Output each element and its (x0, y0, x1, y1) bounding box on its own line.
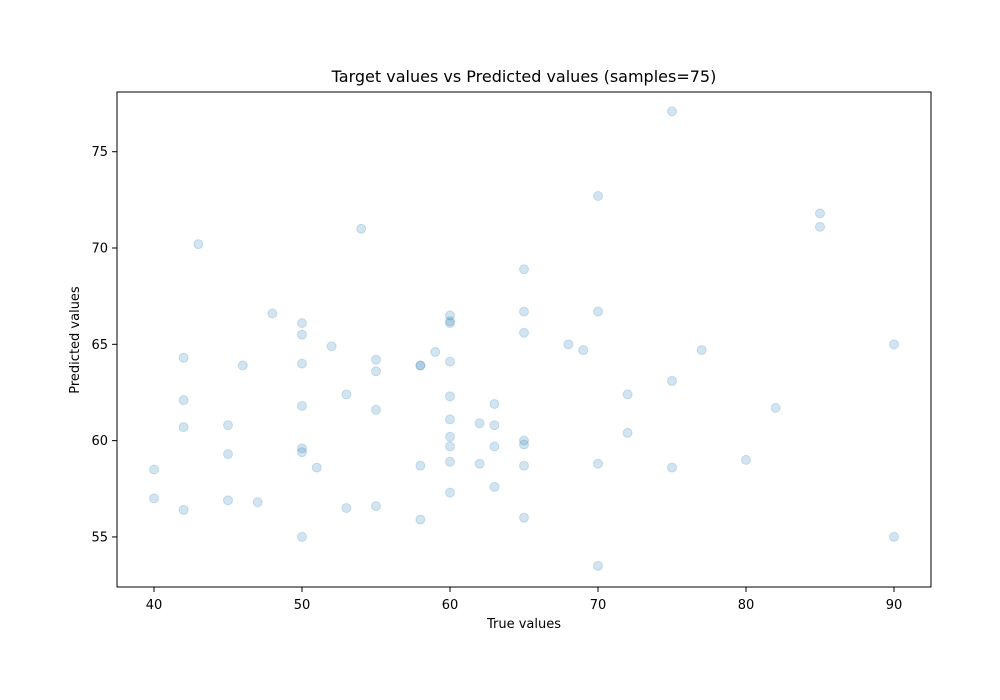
data-point (696, 345, 707, 356)
data-point (297, 400, 307, 411)
data-point (297, 531, 307, 542)
y-tick-label: 55 (91, 530, 108, 545)
data-point (445, 487, 455, 498)
y-tick-label: 60 (91, 434, 108, 449)
data-point (445, 318, 455, 329)
data-point (667, 106, 677, 117)
data-point (445, 441, 455, 452)
data-point (519, 306, 529, 317)
data-point (578, 345, 589, 356)
data-point (297, 318, 307, 329)
data-point (519, 460, 529, 471)
data-point (341, 389, 352, 400)
data-point (178, 504, 189, 515)
data-point (593, 191, 603, 202)
x-tick-label: 80 (738, 598, 755, 613)
data-point (593, 306, 603, 317)
data-point (356, 223, 367, 234)
data-point (489, 441, 500, 452)
data-point (489, 420, 500, 431)
data-point (741, 454, 751, 465)
data-point (297, 358, 307, 369)
data-point (415, 360, 426, 371)
data-point (622, 389, 633, 400)
data-point (667, 462, 677, 473)
data-point (445, 391, 455, 402)
data-point (489, 399, 500, 410)
data-point (770, 402, 781, 413)
data-point (667, 375, 677, 386)
data-point (889, 339, 899, 350)
data-point (519, 512, 529, 523)
data-point (815, 208, 825, 219)
data-point (223, 420, 233, 431)
data-point (193, 239, 204, 250)
data-point (297, 443, 307, 454)
data-point (474, 458, 485, 469)
x-axis: 40 50 60 70 80 90 (146, 587, 903, 613)
x-tick-label: 90 (886, 598, 903, 613)
data-point (430, 347, 441, 358)
y-axis: 55 60 65 70 75 (91, 145, 117, 545)
data-point (563, 339, 574, 350)
y-tick-label: 70 (91, 242, 108, 257)
data-point (371, 366, 381, 377)
data-point (445, 356, 455, 367)
x-tick-label: 70 (590, 598, 607, 613)
data-point (519, 439, 529, 450)
data-point (622, 427, 633, 438)
data-point (815, 221, 825, 232)
y-tick-label: 75 (91, 145, 108, 160)
data-point (341, 503, 352, 514)
data-point (415, 460, 426, 471)
data-point (223, 495, 233, 506)
chart-title: Target values vs Predicted values (sampl… (331, 67, 717, 86)
x-tick-label: 50 (294, 598, 311, 613)
y-axis-label: Predicted values (68, 286, 83, 394)
data-point (371, 501, 381, 512)
data-point (445, 316, 455, 327)
data-point (178, 422, 189, 433)
x-tick-label: 60 (442, 598, 459, 613)
x-tick-label: 40 (146, 598, 163, 613)
data-point (267, 308, 278, 319)
data-point (445, 431, 455, 442)
points-layer (149, 106, 899, 571)
data-point (445, 456, 455, 467)
data-point (415, 360, 426, 371)
data-point (371, 404, 381, 415)
x-axis-label: True values (486, 617, 561, 632)
data-point (445, 310, 455, 321)
data-point (252, 497, 263, 508)
data-point (311, 462, 322, 473)
data-point (237, 360, 248, 371)
data-point (178, 352, 189, 363)
data-point (415, 514, 426, 525)
data-point (519, 264, 529, 275)
data-point (223, 449, 233, 460)
plot-frame (116, 91, 932, 588)
data-point (593, 560, 603, 571)
data-point (326, 341, 337, 352)
data-point (445, 414, 455, 425)
data-point (149, 464, 159, 475)
data-point (519, 435, 529, 446)
data-point (474, 418, 485, 429)
data-point (593, 458, 603, 469)
data-point (489, 481, 500, 492)
data-point (519, 327, 529, 338)
data-point (178, 395, 189, 406)
data-point (297, 329, 307, 340)
data-point (371, 354, 381, 365)
data-point (297, 447, 307, 458)
data-point (889, 531, 899, 542)
y-tick-label: 65 (91, 338, 108, 353)
data-point (149, 493, 159, 504)
